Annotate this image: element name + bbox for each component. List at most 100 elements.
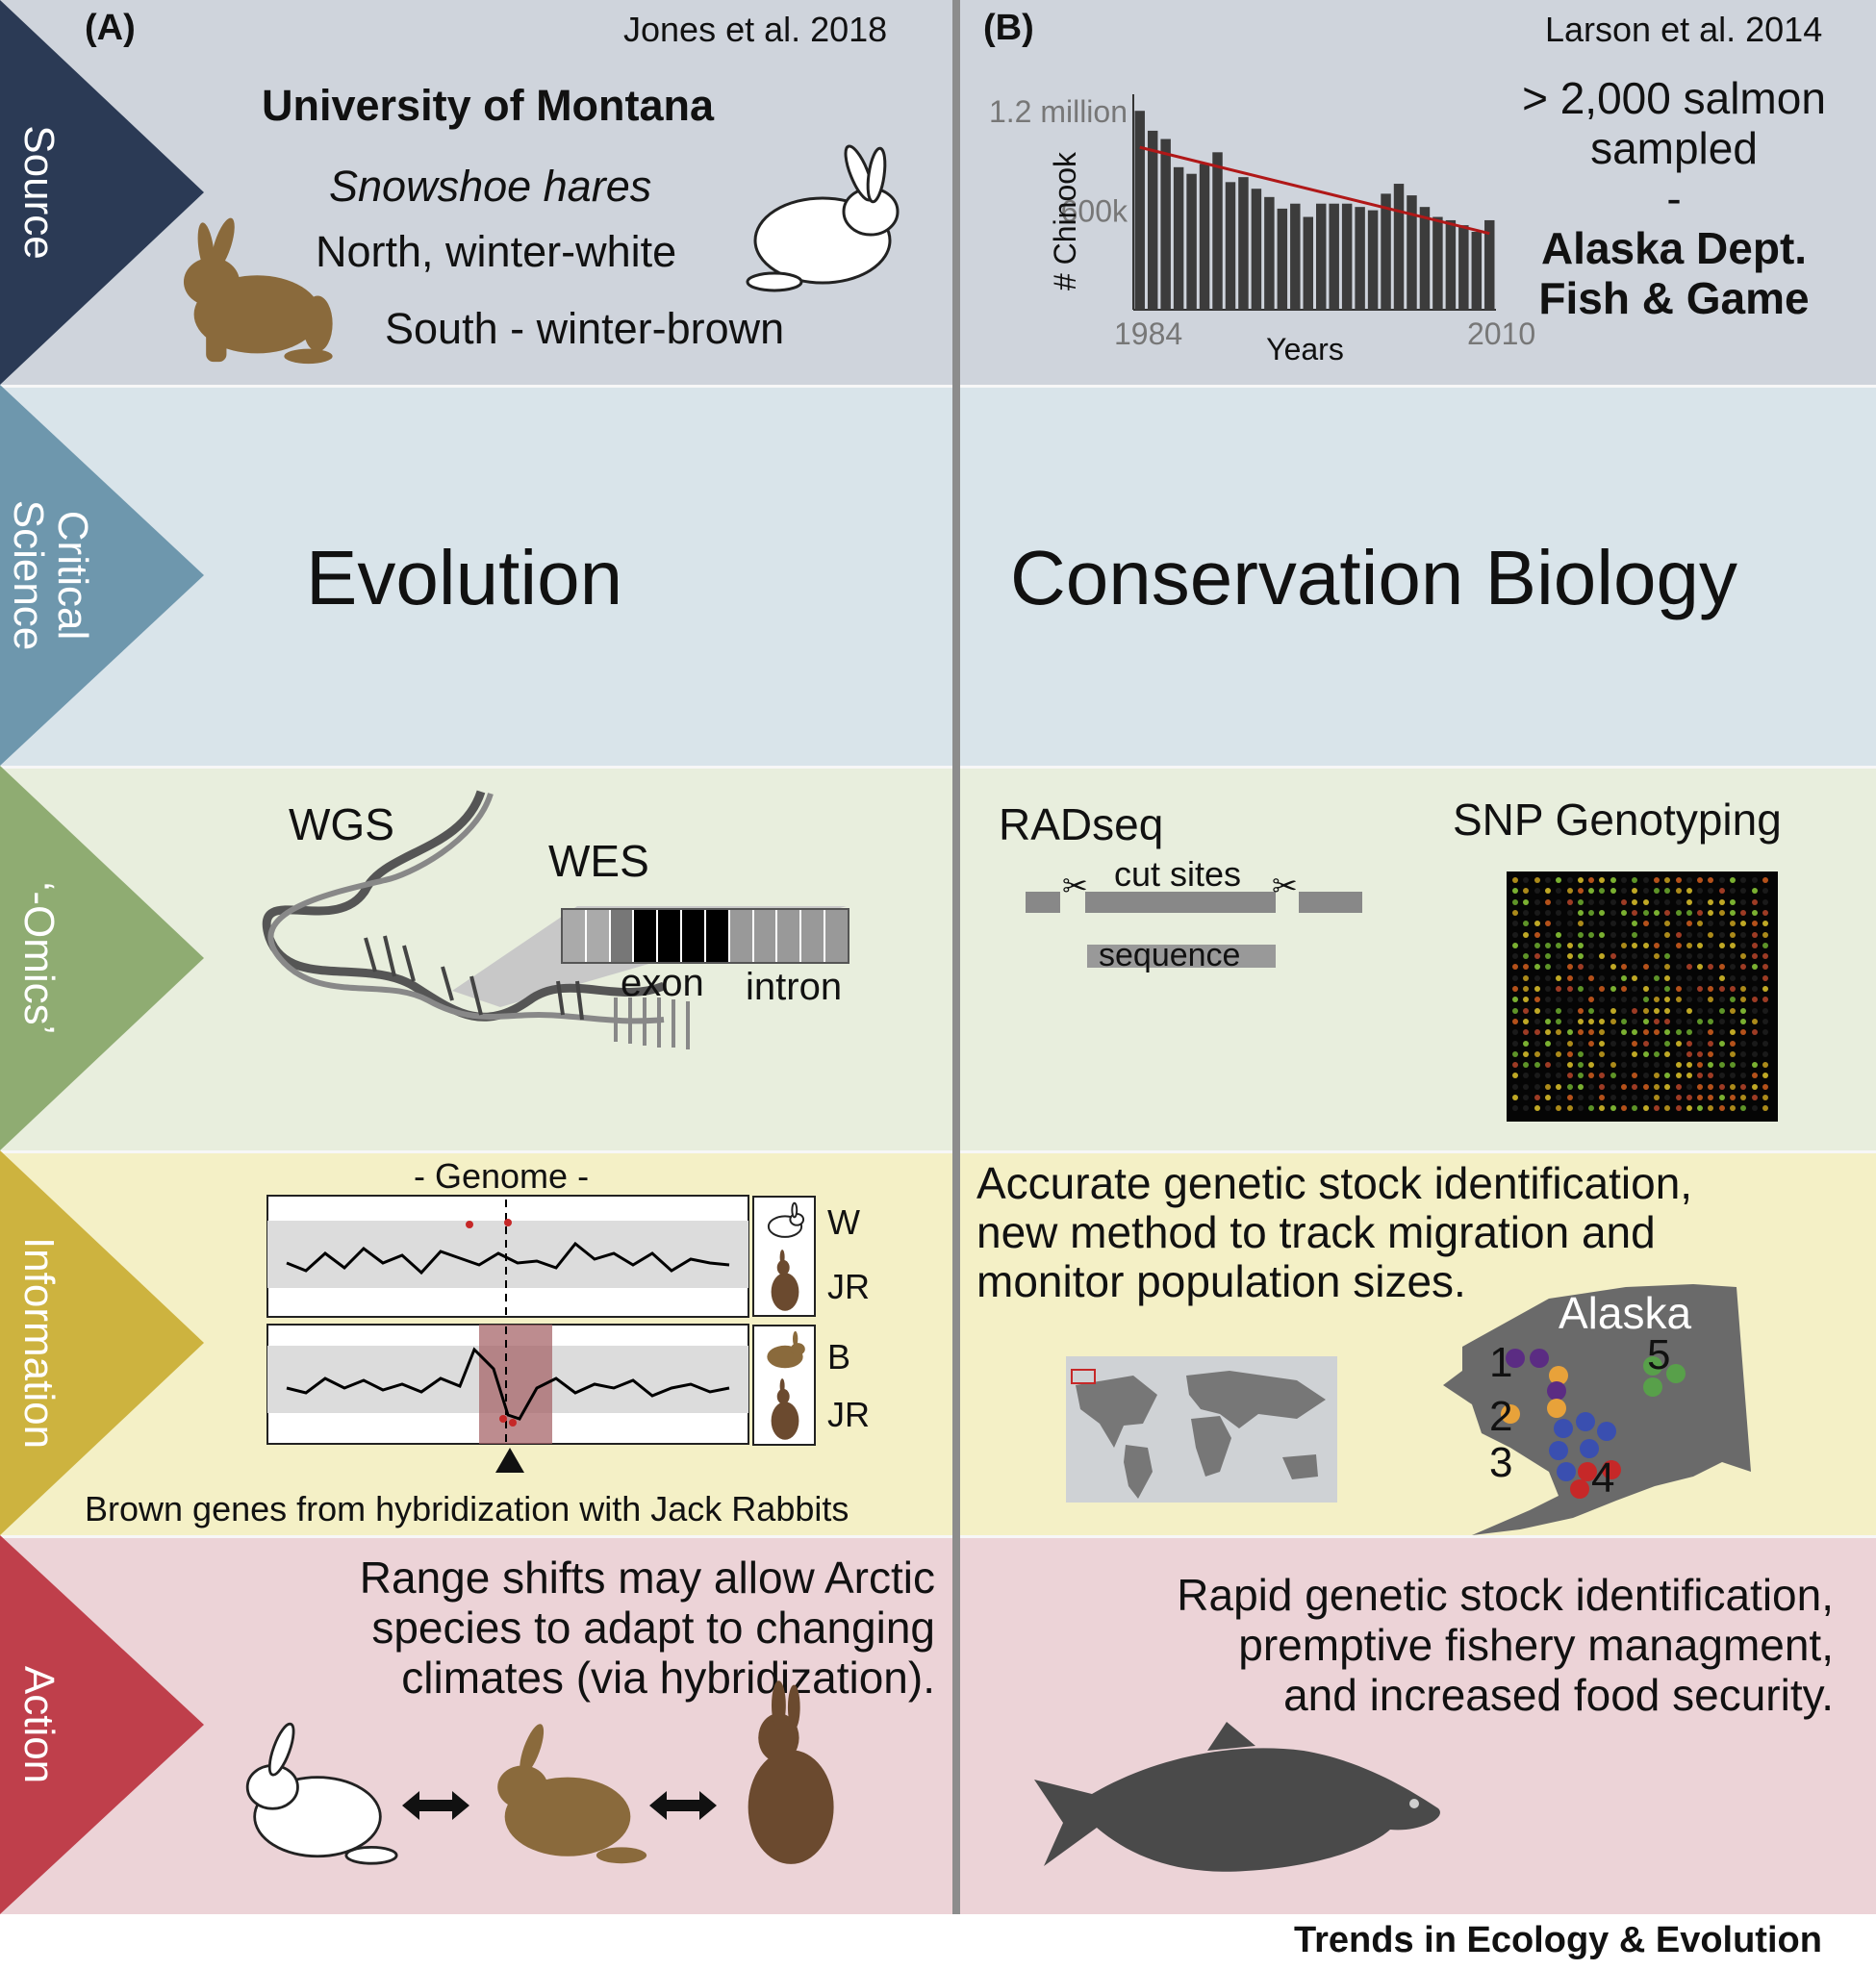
snp-spot (1523, 974, 1530, 981)
snp-spot (1708, 931, 1714, 938)
snp-spot (1588, 964, 1595, 971)
snp-spot (1577, 974, 1584, 981)
snp-spot (1544, 1050, 1551, 1057)
snp-spot (1697, 909, 1704, 916)
snp-spot (1621, 1029, 1627, 1036)
snp-spot (1610, 1029, 1616, 1036)
jackrabbit-icon (748, 1680, 834, 1864)
snp-spot (1534, 964, 1540, 971)
snp-spot (1664, 974, 1671, 981)
snp-spot (1523, 1062, 1530, 1069)
snp-spot (1621, 953, 1627, 960)
snp-spot (1664, 898, 1671, 905)
snp-spot (1675, 921, 1682, 927)
snp-spot (1610, 1083, 1616, 1090)
snp-spot (1751, 909, 1758, 916)
row-label-critical-line2: Science (5, 499, 52, 651)
snp-spot (1740, 888, 1747, 895)
south-population: South - winter-brown (385, 304, 785, 353)
snp-spot (1708, 964, 1714, 971)
chart-bar (1212, 152, 1223, 310)
snp-spot (1751, 1007, 1758, 1014)
y-tick-label: 1.2 million (989, 94, 1128, 129)
snp-spot (1556, 888, 1562, 895)
snp-spot (1621, 974, 1627, 981)
snp-spot (1599, 898, 1606, 905)
snp-spot (1512, 909, 1518, 916)
snp-spot (1610, 1040, 1616, 1047)
snp-spot (1566, 877, 1573, 883)
snp-spot (1740, 921, 1747, 927)
snp-spot (1740, 1083, 1747, 1090)
snp-spot (1730, 964, 1736, 971)
row-separator (0, 766, 1876, 769)
snp-spot (1588, 1105, 1595, 1112)
snp-spot (1610, 888, 1616, 895)
snp-spot (1675, 909, 1682, 916)
snp-spot (1632, 964, 1638, 971)
snp-spot (1556, 1095, 1562, 1100)
snp-spot (1718, 921, 1725, 927)
snp-spot (1556, 997, 1562, 1003)
snp-spot (1642, 888, 1649, 895)
snp-spot (1664, 1050, 1671, 1057)
chart-bar (1225, 182, 1236, 310)
snp-spot (1762, 1029, 1768, 1036)
snp-spot (1599, 1105, 1606, 1112)
snp-spot (1664, 931, 1671, 938)
panel-divider (952, 0, 960, 1914)
snp-spot (1686, 974, 1692, 981)
snp-spot (1730, 953, 1736, 960)
snp-spot (1642, 953, 1649, 960)
snp-spot (1642, 942, 1649, 948)
snp-spot (1544, 1062, 1551, 1069)
panel-b-tag: (B) (983, 8, 1034, 48)
snp-spot (1751, 877, 1758, 883)
snp-spot (1523, 953, 1530, 960)
snp-spot (1566, 1029, 1573, 1036)
snp-spot (1566, 1040, 1573, 1047)
snp-spot (1653, 877, 1660, 883)
snp-spot (1632, 953, 1638, 960)
snp-spot (1544, 1007, 1551, 1014)
snp-spot (1534, 1062, 1540, 1069)
snp-spot (1632, 1040, 1638, 1047)
snp-spot (1577, 1040, 1584, 1047)
snp-spot (1566, 986, 1573, 992)
key-box-top (752, 1196, 816, 1317)
snp-spot (1730, 942, 1736, 948)
snp-spot (1751, 986, 1758, 992)
scissors-icon-left: ✂ (1062, 869, 1088, 903)
jackrabbit-icon (771, 1378, 799, 1440)
snp-spot (1621, 1105, 1627, 1112)
chart-bar (1160, 139, 1171, 310)
snp-spot (1512, 1083, 1518, 1090)
snp-spot (1588, 1040, 1595, 1047)
snp-spot (1708, 1073, 1714, 1079)
brown-hare-icon (183, 217, 333, 365)
chart-bar (1341, 203, 1353, 310)
snp-spot (1588, 877, 1595, 883)
snp-spot (1534, 1050, 1540, 1057)
snp-spot (1697, 953, 1704, 960)
snp-spot (1730, 1029, 1736, 1036)
critical-arrow (0, 385, 204, 766)
chart-bar (1367, 210, 1379, 310)
chart-bar (1173, 166, 1184, 310)
snp-spot (1751, 1095, 1758, 1100)
snp-spot (1718, 1029, 1725, 1036)
snp-spot (1751, 898, 1758, 905)
snp-spot (1708, 898, 1714, 905)
snp-spot (1730, 1095, 1736, 1100)
snp-spot (1751, 953, 1758, 960)
snp-spot (1642, 877, 1649, 883)
snp-spot (1599, 942, 1606, 948)
snp-spot (1718, 1095, 1725, 1100)
snp-spot (1621, 997, 1627, 1003)
snp-genotyping-label: SNP Genotyping (1453, 795, 1782, 845)
snp-spot (1653, 986, 1660, 992)
chart-bar (1458, 225, 1469, 310)
snp-spot (1675, 877, 1682, 883)
snp-spot (1718, 1040, 1725, 1047)
snp-spot (1632, 1073, 1638, 1079)
